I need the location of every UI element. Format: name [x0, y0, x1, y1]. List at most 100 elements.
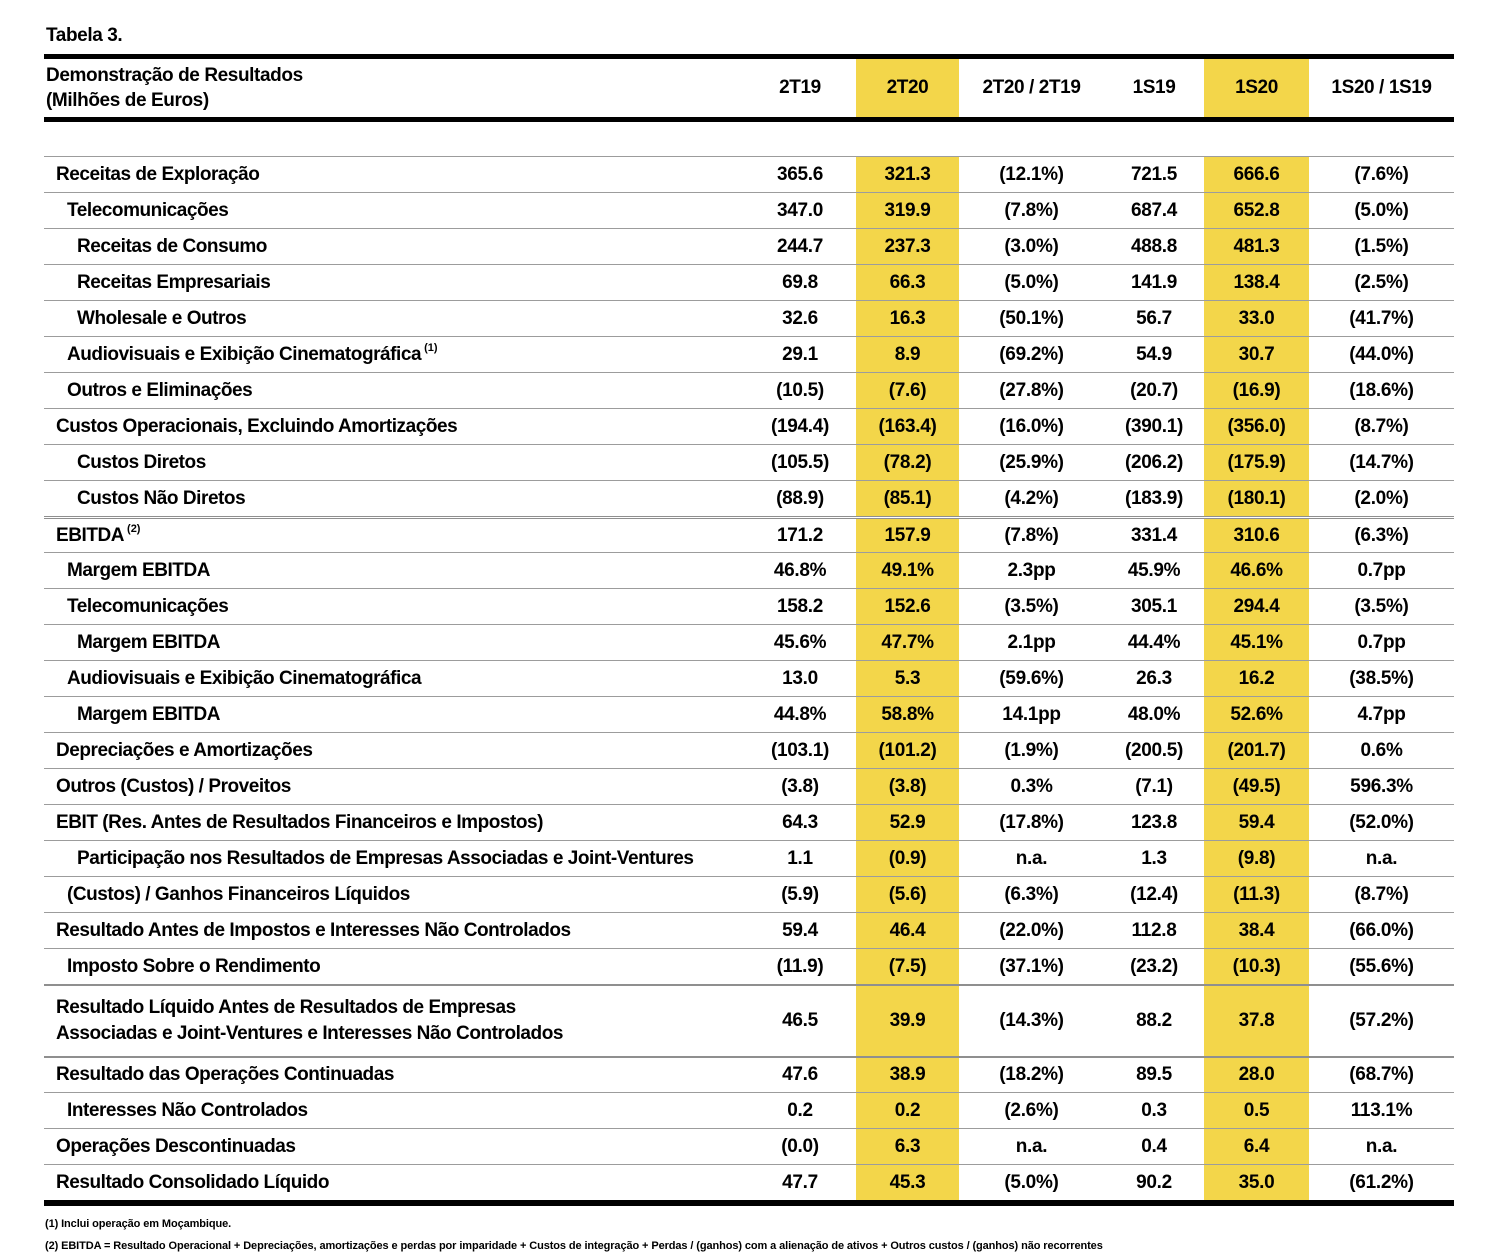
table-row: Custos Diretos (105.5) (78.2) (25.9%) (206.2…	[44, 444, 1454, 480]
value-cell: 0.3%	[1010, 775, 1053, 797]
value-cell: (9.8)	[1204, 841, 1309, 876]
table-row: Margem EBITDA 45.6% 47.7% 2.1pp 44.4% 45.1% 0.…	[44, 624, 1454, 660]
value-cell: (85.1)	[856, 481, 959, 516]
row-label: Interesses Não Controlados	[67, 1099, 308, 1121]
value-cell: (101.2)	[856, 733, 959, 768]
value-cell: 158.2	[776, 595, 824, 617]
value-cell: 16.3	[856, 301, 959, 336]
value-cell: n.a.	[1365, 1135, 1398, 1157]
value-cell: (3.0%)	[1004, 235, 1059, 257]
value-cell: (7.8%)	[1004, 524, 1059, 546]
value-cell: 37.8	[1204, 986, 1309, 1056]
value-cell: (50.1%)	[999, 307, 1064, 329]
value-cell: (66.0%)	[1349, 919, 1414, 941]
table-row: Outros (Custos) / Proveitos (3.8) (3.8) 0.3…	[44, 768, 1454, 804]
column-header: 1S20 / 1S19	[1331, 77, 1432, 98]
value-cell: 46.4	[856, 913, 959, 948]
row-label: Imposto Sobre o Rendimento	[67, 955, 321, 977]
value-cell: 48.0%	[1127, 703, 1181, 725]
value-cell: 687.4	[1130, 199, 1178, 221]
value-cell: 45.9%	[1127, 559, 1181, 581]
value-cell: (7.6%)	[1354, 163, 1409, 185]
value-cell: 157.9	[856, 519, 959, 552]
value-cell: 44.4%	[1127, 631, 1181, 653]
column-header: 1S19	[1132, 77, 1176, 98]
value-cell: 38.9	[856, 1058, 959, 1092]
value-cell: 171.2	[776, 524, 824, 546]
value-cell: (2.5%)	[1354, 271, 1409, 293]
value-cell: 652.8	[1204, 193, 1309, 228]
value-cell: 38.4	[1204, 913, 1309, 948]
value-cell: 152.6	[856, 589, 959, 624]
value-cell: 29.1	[782, 343, 818, 365]
value-cell: (38.5%)	[1349, 667, 1414, 689]
value-cell: 52.9	[856, 805, 959, 840]
table-row: Custos Operacionais, Excluindo Amortizaç…	[44, 408, 1454, 444]
column-header: 1S20	[1204, 59, 1309, 117]
row-label: EBITDA (2)	[56, 523, 141, 546]
table-row: Participação nos Resultados de Empresas …	[44, 840, 1454, 876]
table-row: Depreciações e Amortizações (103.1) (101.2…	[44, 732, 1454, 768]
table-row: Resultado Antes de Impostos e Interesses…	[44, 912, 1454, 948]
value-cell: 113.1%	[1350, 1099, 1413, 1121]
value-cell: 58.8%	[856, 697, 959, 732]
table-row: Resultado Consolidado Líquido 47.7 45.3 (5.…	[44, 1164, 1454, 1200]
value-cell: (105.5)	[770, 451, 830, 473]
row-label: Operações Descontinuadas	[56, 1135, 296, 1157]
value-cell: 47.7%	[856, 625, 959, 660]
value-cell: 13.0	[782, 667, 818, 689]
value-cell: (49.5)	[1204, 769, 1309, 804]
value-cell: (175.9)	[1204, 445, 1309, 480]
table-row: Telecomunicações 158.2 152.6 (3.5%) 305.1 294…	[44, 588, 1454, 624]
value-cell: 0.7pp	[1357, 559, 1406, 581]
value-cell: n.a.	[1015, 1135, 1048, 1157]
value-cell: (16.0%)	[999, 415, 1064, 437]
value-cell: 44.8%	[773, 703, 827, 725]
value-cell: 0.2	[856, 1093, 959, 1128]
footnote-ref: (2)	[127, 523, 141, 536]
value-cell: 52.6%	[1204, 697, 1309, 732]
value-cell: 666.6	[1204, 157, 1309, 192]
value-cell: 14.1pp	[1002, 703, 1061, 725]
value-cell: 2.1pp	[1007, 631, 1056, 653]
value-cell: (201.7)	[1204, 733, 1309, 768]
value-cell: 365.6	[776, 163, 824, 185]
value-cell: (69.2%)	[999, 343, 1064, 365]
table-row: Margem EBITDA 46.8% 49.1% 2.3pp 45.9% 46.6% 0.…	[44, 552, 1454, 588]
value-cell: (14.3%)	[999, 1010, 1064, 1031]
value-cell: 0.5	[1204, 1093, 1309, 1128]
value-cell: (78.2)	[856, 445, 959, 480]
table-header-row: Demonstração de Resultados (Milhões de E…	[44, 54, 1454, 122]
value-cell: (2.6%)	[1004, 1099, 1059, 1121]
value-cell: 26.3	[1136, 667, 1172, 689]
value-cell: 596.3%	[1350, 775, 1413, 797]
value-cell: 488.8	[1130, 235, 1178, 257]
value-cell: (11.3)	[1204, 877, 1309, 912]
value-cell: (11.9)	[776, 955, 824, 977]
value-cell: (356.0)	[1204, 409, 1309, 444]
value-cell: 30.7	[1204, 337, 1309, 372]
table-row: Receitas de Consumo 244.7 237.3 (3.0%) 488.8…	[44, 228, 1454, 264]
value-cell: 16.2	[1204, 661, 1309, 696]
value-cell: 45.1%	[1204, 625, 1309, 660]
value-cell: (44.0%)	[1349, 343, 1414, 365]
table-caption: Demonstração de Resultados (Milhões de E…	[44, 59, 744, 117]
value-cell: 39.9	[856, 986, 959, 1056]
value-cell: (23.2)	[1130, 955, 1178, 977]
table-row: Imposto Sobre o Rendimento (11.9) (7.5) (37…	[44, 948, 1454, 984]
row-label: EBIT (Res. Antes de Resultados Financeir…	[56, 811, 544, 833]
value-cell: (3.5%)	[1354, 595, 1409, 617]
value-cell: (0.9)	[856, 841, 959, 876]
value-cell: 141.9	[1130, 271, 1178, 293]
value-cell: 310.6	[1204, 519, 1309, 552]
row-label: Custos Não Diretos	[77, 487, 246, 509]
table-row: (Custos) / Ganhos Financeiros Líquidos (5…	[44, 876, 1454, 912]
row-label: Resultado Consolidado Líquido	[56, 1171, 329, 1193]
row-label: (Custos) / Ganhos Financeiros Líquidos	[67, 883, 410, 905]
row-label: Participação nos Resultados de Empresas …	[77, 847, 694, 869]
value-cell: 347.0	[776, 199, 824, 221]
table-row: Wholesale e Outros 32.6 16.3 (50.1%) 56.7 33.…	[44, 300, 1454, 336]
table-row: Resultado das Operações Continuadas 47.6 3…	[44, 1056, 1454, 1092]
value-cell: 0.6%	[1360, 739, 1403, 761]
value-cell: (57.2%)	[1349, 1010, 1414, 1031]
